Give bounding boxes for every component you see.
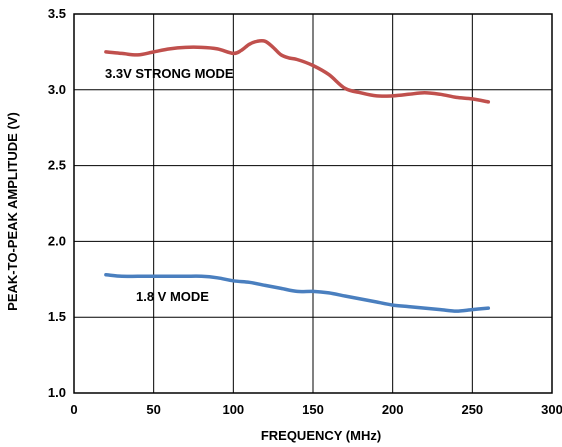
y-tick-label: 3.0 xyxy=(48,82,66,97)
series-lines xyxy=(104,38,491,313)
y-tick-label: 1.0 xyxy=(48,385,66,400)
x-axis-title: FREQUENCY (MHz) xyxy=(261,428,381,443)
y-tick-label: 1.5 xyxy=(48,309,66,324)
y-axis-ticks: 1.0 1.5 2.0 2.5 3.0 3.5 xyxy=(48,6,66,400)
series-label-3v3-strong-mode: 3.3V STRONG MODE xyxy=(105,66,234,81)
x-tick-label: 150 xyxy=(302,402,324,417)
y-axis-title: PEAK-TO-PEAK AMPLITUDE (V) xyxy=(5,112,20,311)
x-tick-label: 100 xyxy=(222,402,244,417)
y-tick-label: 2.5 xyxy=(48,158,66,173)
x-tick-label: 50 xyxy=(146,402,160,417)
x-axis-ticks: 0 50 100 150 200 250 300 xyxy=(70,402,562,417)
x-tick-label: 0 xyxy=(70,402,77,417)
x-tick-label: 250 xyxy=(461,402,483,417)
series-label-1v8-mode: 1.8 V MODE xyxy=(136,289,209,304)
series-line-3v3-strong-mode xyxy=(104,38,491,104)
x-tick-label: 300 xyxy=(541,402,562,417)
grid xyxy=(74,14,552,393)
series-line-1v8-mode xyxy=(104,273,491,313)
plot-frame xyxy=(73,13,553,394)
y-tick-label: 3.5 xyxy=(48,6,66,21)
x-tick-label: 200 xyxy=(382,402,404,417)
y-tick-label: 2.0 xyxy=(48,233,66,248)
